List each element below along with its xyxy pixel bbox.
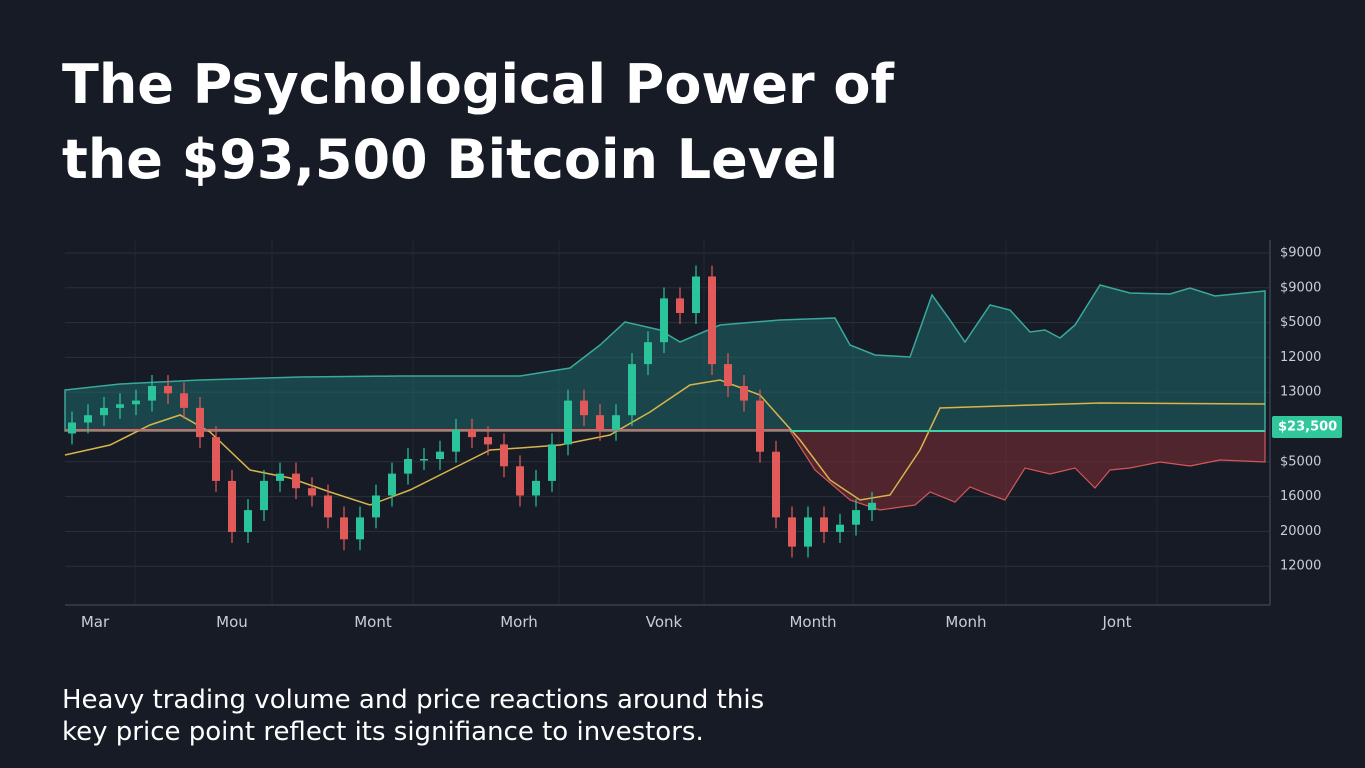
upper-band — [64, 284, 1266, 432]
caption-line: Heavy trading volume and price reactions… — [62, 685, 764, 715]
candle-body — [740, 386, 748, 401]
x-tick-label: Mar — [81, 613, 110, 631]
candle-body — [372, 495, 380, 518]
candle-body — [68, 422, 76, 434]
candle-body — [388, 473, 396, 496]
candle-body — [644, 342, 652, 365]
candle-body — [276, 473, 284, 481]
y-tick-label: $5000 — [1280, 454, 1321, 469]
candle-body — [516, 466, 524, 496]
candle-body — [292, 473, 300, 489]
candle-body — [244, 510, 252, 532]
title-line: The Psychological Power of — [62, 53, 894, 116]
candle-body — [196, 407, 204, 438]
candle-body — [564, 400, 572, 445]
label-highlight — [1272, 416, 1342, 438]
moving-average — [64, 379, 1266, 506]
candle-body — [580, 400, 588, 416]
candle-body — [132, 400, 140, 405]
x-tick-label: Mont — [354, 613, 392, 631]
candle-body — [676, 298, 684, 313]
candle-body — [660, 298, 668, 343]
y-tick-label: 13000 — [1280, 385, 1321, 400]
candle-body — [260, 480, 268, 511]
y-tick-label: $5000 — [1280, 315, 1321, 330]
y-tick-label: 16000 — [1280, 489, 1321, 504]
lower-band — [788, 430, 1266, 511]
candle-body — [788, 517, 796, 547]
x-tick-label: Monh — [945, 613, 986, 631]
candle-body — [404, 459, 412, 474]
axis-labels: $9000 $9000 $5000 12000 13000 $23,500 $5000 160… — [81, 246, 1342, 631]
caption-line: key price point reflect its signifiance … — [62, 717, 704, 747]
candle-body — [436, 451, 444, 459]
y-tick-label: 12000 — [1280, 559, 1321, 574]
candle-body — [484, 437, 492, 445]
candle-body — [212, 437, 220, 481]
x-tick-label: Vonk — [646, 613, 683, 631]
candles — [68, 265, 876, 558]
x-tick-label: Mou — [216, 613, 248, 631]
candle-body — [820, 517, 828, 532]
candle-body — [628, 364, 636, 416]
y-tick-label: $9000 — [1280, 280, 1321, 295]
y-tick-label: 12000 — [1280, 350, 1321, 365]
candle-body — [308, 488, 316, 496]
candle-body — [548, 444, 556, 481]
candle-body — [868, 502, 876, 511]
candle-body — [116, 404, 124, 408]
y-tick-label: $9000 — [1280, 246, 1321, 261]
x-tick-label: Morh — [500, 613, 538, 631]
candle-body — [100, 407, 108, 416]
candle-body — [596, 415, 604, 430]
candle-body — [612, 415, 620, 430]
candle-body — [804, 517, 812, 547]
candle-body — [420, 459, 428, 461]
candle-body — [852, 510, 860, 525]
candle-body — [164, 386, 172, 394]
candle-body — [836, 524, 844, 532]
candle-body — [452, 429, 460, 452]
candle-body — [356, 517, 364, 540]
y-tick-label: 20000 — [1280, 524, 1321, 539]
candle-body — [532, 480, 540, 496]
candle-body — [708, 276, 716, 365]
x-tick-label: Jont — [1102, 613, 1132, 631]
candle-body — [228, 480, 236, 532]
candle-body — [148, 386, 156, 401]
candle-body — [468, 429, 476, 438]
candle-body — [324, 495, 332, 518]
candle-body — [500, 444, 508, 467]
candle-body — [772, 451, 780, 518]
y-tick-label: $23,500 — [1278, 420, 1337, 435]
candle-body — [84, 415, 92, 423]
title-line: the $93,500 Bitcoin Level — [62, 128, 838, 191]
x-tick-label: Month — [789, 613, 836, 631]
candle-body — [180, 393, 188, 408]
candle-body — [724, 364, 732, 386]
candle-body — [756, 400, 764, 452]
candle-body — [340, 517, 348, 540]
candle-body — [692, 276, 700, 313]
